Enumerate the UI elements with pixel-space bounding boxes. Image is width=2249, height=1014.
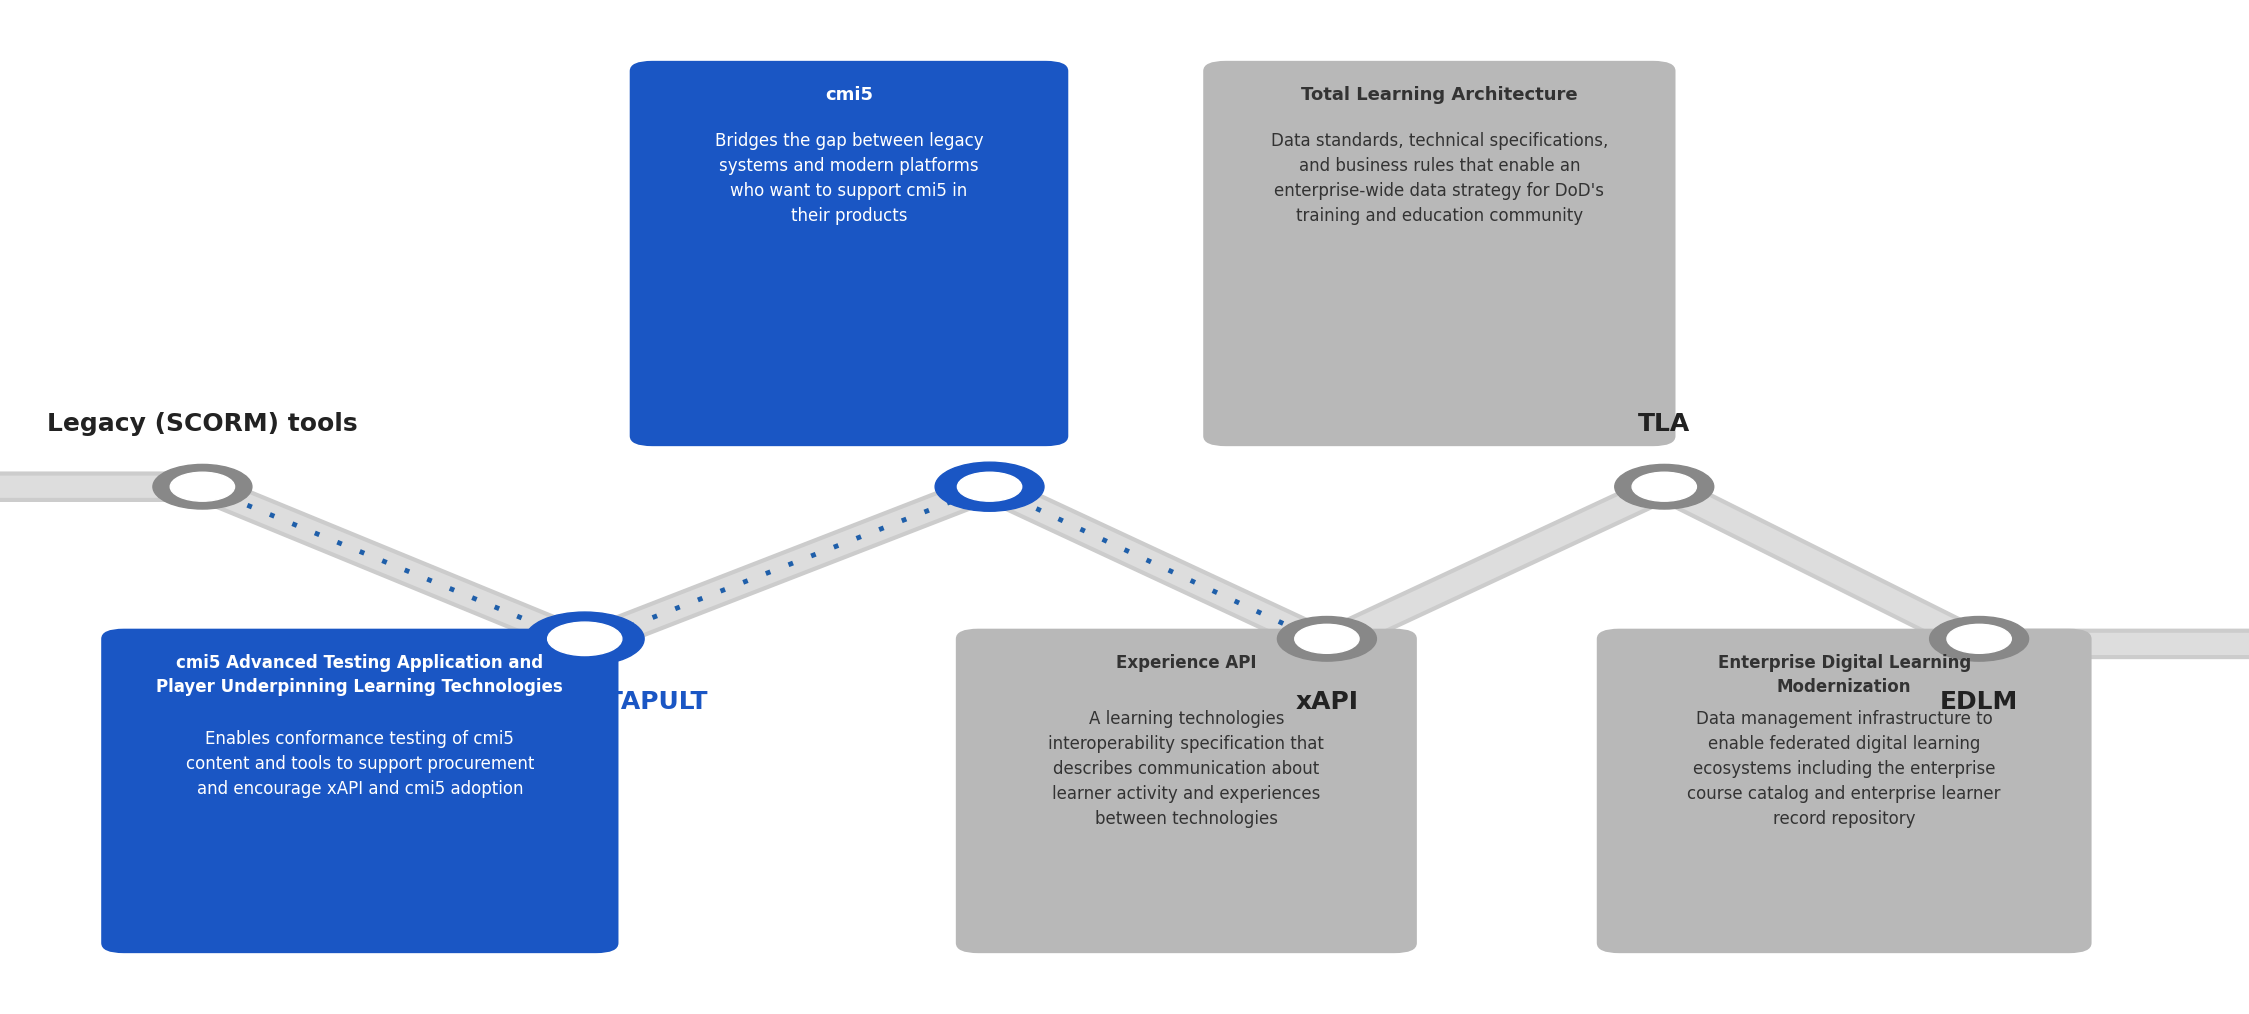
Text: TLA: TLA: [1637, 412, 1691, 436]
Circle shape: [547, 623, 621, 656]
Text: cmi5: cmi5: [825, 86, 873, 104]
Polygon shape: [326, 639, 585, 644]
FancyBboxPatch shape: [1203, 61, 1676, 446]
Text: Enterprise Digital Learning
Modernization: Enterprise Digital Learning Modernizatio…: [1718, 654, 1970, 696]
Text: Total Learning Architecture: Total Learning Architecture: [1302, 86, 1577, 104]
FancyBboxPatch shape: [101, 629, 618, 953]
Polygon shape: [814, 431, 990, 436]
Circle shape: [171, 473, 234, 501]
Text: cmi5 Advanced Testing Application and
Player Underpinning Learning Technologies: cmi5 Advanced Testing Application and Pl…: [157, 654, 562, 696]
Circle shape: [1277, 617, 1376, 661]
Circle shape: [1633, 473, 1696, 501]
Polygon shape: [1151, 639, 1327, 644]
Text: Legacy (SCORM) tools: Legacy (SCORM) tools: [47, 412, 358, 436]
Text: cmi5: cmi5: [956, 412, 1023, 436]
Text: Enables conformance testing of cmi5
content and tools to support procurement
and: Enables conformance testing of cmi5 cont…: [187, 730, 533, 798]
Circle shape: [1295, 625, 1358, 653]
Text: xAPI: xAPI: [1295, 690, 1358, 714]
Circle shape: [153, 464, 252, 509]
Text: Bridges the gap between legacy
systems and modern platforms
who want to support : Bridges the gap between legacy systems a…: [715, 132, 983, 225]
Polygon shape: [1810, 639, 1979, 644]
Circle shape: [526, 612, 643, 665]
Text: Data management infrastructure to
enable federated digital learning
ecosystems i: Data management infrastructure to enable…: [1687, 710, 2002, 827]
Text: Data standards, technical specifications,
and business rules that enable an
ente: Data standards, technical specifications…: [1271, 132, 1608, 225]
Circle shape: [958, 473, 1021, 501]
FancyBboxPatch shape: [630, 61, 1068, 446]
Text: A learning technologies
interoperability specification that
describes communicat: A learning technologies interoperability…: [1048, 710, 1325, 827]
Circle shape: [1948, 625, 2011, 653]
Text: Experience API: Experience API: [1116, 654, 1257, 672]
Polygon shape: [1406, 431, 1664, 436]
FancyBboxPatch shape: [1597, 629, 2092, 953]
Circle shape: [1615, 464, 1714, 509]
Circle shape: [936, 462, 1044, 511]
FancyBboxPatch shape: [956, 629, 1417, 953]
Text: EDLM: EDLM: [1941, 690, 2017, 714]
Text: Project CATAPULT: Project CATAPULT: [461, 690, 708, 714]
Circle shape: [1930, 617, 2029, 661]
